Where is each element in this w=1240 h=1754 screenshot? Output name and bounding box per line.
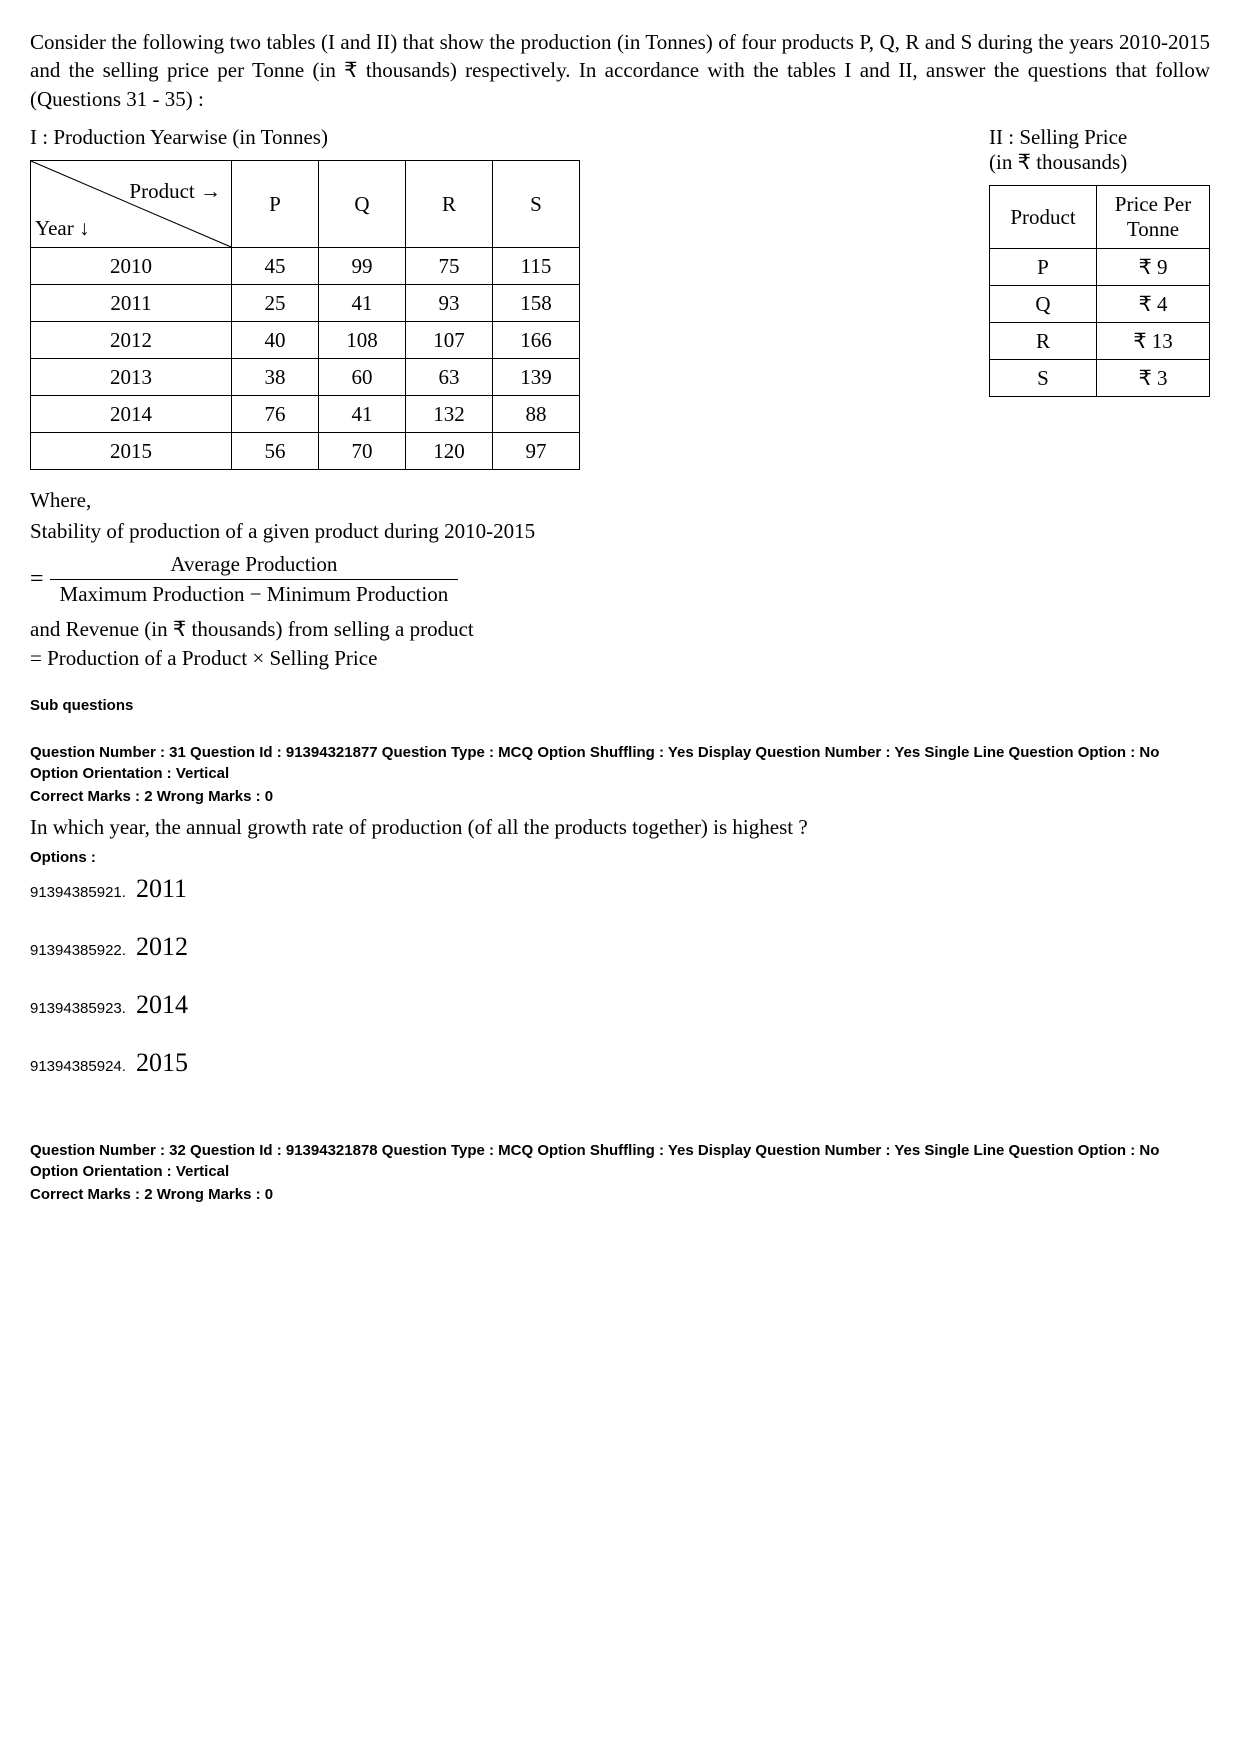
val-cell: 115 — [493, 248, 580, 285]
val-cell: 99 — [319, 248, 406, 285]
col-Q: Q — [319, 161, 406, 248]
val-cell: 70 — [319, 433, 406, 470]
fraction: Average Production Maximum Production − … — [50, 552, 459, 607]
price-cell: ₹ 9 — [1097, 249, 1210, 286]
table-row: S ₹ 3 — [990, 360, 1210, 397]
t2-cap-l1: II : Selling Price — [989, 125, 1127, 149]
val-cell: 166 — [493, 322, 580, 359]
val-cell: 25 — [232, 285, 319, 322]
val-cell: 88 — [493, 396, 580, 433]
val-cell: 93 — [406, 285, 493, 322]
col-P: P — [232, 161, 319, 248]
table-row: R ₹ 13 — [990, 323, 1210, 360]
option-id: 91394385922. — [30, 942, 126, 959]
col-S: S — [493, 161, 580, 248]
t2-head-product: Product — [990, 186, 1097, 249]
year-cell: 2014 — [31, 396, 232, 433]
sub-questions-label: Sub questions — [30, 697, 1210, 714]
option-id: 91394385923. — [30, 1000, 126, 1017]
prod-cell: R — [990, 323, 1097, 360]
val-cell: 56 — [232, 433, 319, 470]
q31-meta2: Correct Marks : 2 Wrong Marks : 0 — [30, 786, 1210, 807]
price-cell: ₹ 3 — [1097, 360, 1210, 397]
q31-text: In which year, the annual growth rate of… — [30, 813, 1210, 841]
equals-sign: = — [30, 566, 44, 593]
fraction-num: Average Production — [50, 552, 459, 579]
val-cell: 41 — [319, 396, 406, 433]
option-value: 2011 — [136, 874, 187, 904]
val-cell: 76 — [232, 396, 319, 433]
option-value: 2012 — [136, 932, 188, 962]
col-R: R — [406, 161, 493, 248]
q32-meta2: Correct Marks : 2 Wrong Marks : 0 — [30, 1184, 1210, 1205]
option-row: 91394385924. 2015 — [30, 1048, 1210, 1078]
prod-cell: S — [990, 360, 1097, 397]
val-cell: 108 — [319, 322, 406, 359]
val-cell: 132 — [406, 396, 493, 433]
table-row: 2015 56 70 120 97 — [31, 433, 580, 470]
val-cell: 120 — [406, 433, 493, 470]
val-cell: 41 — [319, 285, 406, 322]
table2-wrap: II : Selling Price (in ₹ thousands) Prod… — [989, 121, 1210, 397]
price-cell: ₹ 13 — [1097, 323, 1210, 360]
option-row: 91394385922. 2012 — [30, 932, 1210, 962]
val-cell: 63 — [406, 359, 493, 396]
stability-formula: = Average Production Maximum Production … — [30, 552, 1210, 607]
year-cell: 2011 — [31, 285, 232, 322]
price-cell: ₹ 4 — [1097, 286, 1210, 323]
table-row: Q ₹ 4 — [990, 286, 1210, 323]
corner-top: Product → — [129, 179, 221, 204]
table1-corner: Product → Year ↓ — [31, 161, 232, 248]
table-row: 2012 40 108 107 166 — [31, 322, 580, 359]
val-cell: 139 — [493, 359, 580, 396]
t2-head-price: Price Per Tonne — [1097, 186, 1210, 249]
options-label: Options : — [30, 849, 1210, 866]
price-table: Product Price Per Tonne P ₹ 9 Q ₹ 4 R ₹ … — [989, 185, 1210, 397]
table-row: 2014 76 41 132 88 — [31, 396, 580, 433]
table-row: 2010 45 99 75 115 — [31, 248, 580, 285]
intro-text: Consider the following two tables (I and… — [30, 28, 1210, 113]
revenue-line1: and Revenue (in ₹ thousands) from sellin… — [30, 617, 1210, 642]
val-cell: 38 — [232, 359, 319, 396]
fraction-den: Maximum Production − Minimum Production — [50, 579, 459, 607]
val-cell: 40 — [232, 322, 319, 359]
option-row: 91394385921. 2011 — [30, 874, 1210, 904]
corner-bottom: Year ↓ — [35, 216, 89, 241]
val-cell: 97 — [493, 433, 580, 470]
revenue-line2: = Production of a Product × Selling Pric… — [30, 646, 1210, 671]
table2-caption: II : Selling Price (in ₹ thousands) — [989, 125, 1210, 175]
val-cell: 107 — [406, 322, 493, 359]
option-row: 91394385923. 2014 — [30, 990, 1210, 1020]
stability-text: Stability of production of a given produ… — [30, 519, 1210, 544]
option-id: 91394385924. — [30, 1058, 126, 1075]
production-table: Product → Year ↓ P Q R S 2010 45 99 75 1… — [30, 160, 580, 470]
where-label: Where, — [30, 488, 1210, 513]
year-cell: 2013 — [31, 359, 232, 396]
prod-cell: P — [990, 249, 1097, 286]
val-cell: 60 — [319, 359, 406, 396]
year-cell: 2010 — [31, 248, 232, 285]
prod-cell: Q — [990, 286, 1097, 323]
year-cell: 2012 — [31, 322, 232, 359]
val-cell: 158 — [493, 285, 580, 322]
tables-row: I : Production Yearwise (in Tonnes) Prod… — [30, 121, 1210, 470]
val-cell: 45 — [232, 248, 319, 285]
q32-meta1: Question Number : 32 Question Id : 91394… — [30, 1140, 1210, 1182]
t2-cap-l2: (in ₹ thousands) — [989, 150, 1127, 174]
table1-caption: I : Production Yearwise (in Tonnes) — [30, 125, 580, 150]
table1-wrap: I : Production Yearwise (in Tonnes) Prod… — [30, 121, 580, 470]
option-value: 2015 — [136, 1048, 188, 1078]
table-row: 2011 25 41 93 158 — [31, 285, 580, 322]
table-row: 2013 38 60 63 139 — [31, 359, 580, 396]
q31-meta1: Question Number : 31 Question Id : 91394… — [30, 742, 1210, 784]
table-row: P ₹ 9 — [990, 249, 1210, 286]
option-value: 2014 — [136, 990, 188, 1020]
val-cell: 75 — [406, 248, 493, 285]
option-id: 91394385921. — [30, 884, 126, 901]
year-cell: 2015 — [31, 433, 232, 470]
